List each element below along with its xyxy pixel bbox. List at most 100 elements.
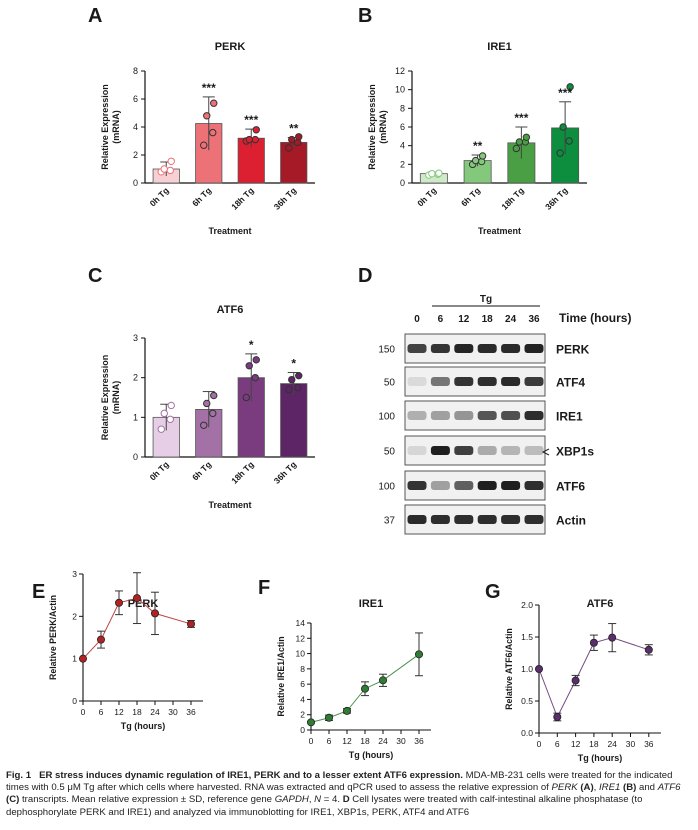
- mw-marker: 100: [378, 482, 395, 493]
- caption-text-4: = 4.: [321, 794, 343, 806]
- y-tick-label: 0.5: [521, 696, 533, 706]
- y-tick-label: 2: [133, 373, 138, 383]
- x-tick-label: 36: [414, 736, 424, 746]
- data-point: [186, 619, 195, 628]
- blot-band: [524, 377, 544, 386]
- blot-band: [430, 446, 450, 455]
- blot-band: [501, 481, 521, 490]
- x-tick-label: 12: [114, 707, 124, 717]
- y-tick-label: 10: [296, 649, 306, 659]
- blot-row-label: ATF6: [556, 480, 585, 494]
- x-tick-label: 18h Tg: [229, 459, 255, 485]
- significance-label: ***: [558, 86, 572, 100]
- significance-label: *: [291, 357, 296, 371]
- treatment-label: Tg: [480, 294, 492, 305]
- x-tick-label: 12: [342, 736, 352, 746]
- blot-band: [501, 377, 521, 386]
- data-point: [252, 356, 260, 364]
- x-tick-label: 36h Tg: [272, 185, 298, 211]
- y-axis-label-line: Relative Expression: [100, 84, 110, 170]
- data-point: [79, 654, 88, 663]
- data-point: [166, 166, 174, 175]
- y-tick-label: 0: [133, 452, 138, 462]
- data-point: [209, 409, 217, 418]
- time-label: Time (hours): [559, 311, 631, 325]
- x-tick-label: 18: [132, 707, 142, 717]
- panel-letter: C: [88, 265, 102, 287]
- y-tick-label: 8: [300, 664, 305, 674]
- y-tick-label: 1: [72, 654, 77, 664]
- x-tick-label: 36h Tg: [272, 459, 298, 485]
- data-point: [295, 133, 303, 141]
- mw-marker: 100: [378, 412, 395, 423]
- blot-band: [407, 344, 427, 353]
- blot-band: [430, 481, 450, 490]
- blot-band: [477, 377, 497, 386]
- panel-letter: A: [88, 5, 102, 27]
- data-point: [203, 399, 211, 408]
- blot-band: [430, 377, 450, 386]
- x-tick-label: 6: [327, 736, 332, 746]
- blot-band: [407, 446, 427, 455]
- bar: [280, 383, 308, 458]
- data-point: [167, 401, 175, 410]
- data-point: [251, 373, 259, 382]
- data-point: [157, 425, 165, 433]
- caption-title: ER stress induces dynamic regulation of …: [39, 770, 463, 781]
- blot-band: [477, 446, 497, 455]
- blot-strip: [404, 504, 546, 535]
- data-point: [295, 371, 303, 380]
- caption-n: N: [314, 794, 322, 806]
- blot-band: [454, 344, 474, 353]
- x-axis-label: Treatment: [208, 226, 251, 236]
- blot-band: [524, 411, 544, 420]
- x-tick-label: 6: [555, 739, 560, 749]
- blot-band: [454, 515, 474, 524]
- caption-and: and: [636, 782, 658, 794]
- data-point: [571, 676, 580, 685]
- data-point: [644, 645, 653, 654]
- data-point: [324, 713, 333, 722]
- data-point: [203, 112, 211, 120]
- x-tick-label: 36: [644, 739, 654, 749]
- x-tick-label: 30: [396, 736, 406, 746]
- blot-band: [454, 481, 474, 490]
- data-point: [285, 144, 293, 152]
- significance-label: ***: [514, 111, 528, 125]
- blot-band: [407, 411, 427, 420]
- blot-strip: [404, 366, 546, 397]
- caption-text-1: MDA-MB-231 cells were treated for the in…: [6, 770, 673, 794]
- y-axis-label: Relative Expression(mRNA): [100, 355, 121, 441]
- band-arrow-icon: [541, 448, 550, 456]
- significance-label: **: [289, 122, 299, 136]
- y-tick-label: 4: [300, 694, 305, 704]
- blot-row-label: ATF4: [556, 376, 585, 390]
- chart-title: PERK: [215, 41, 246, 53]
- data-point: [556, 149, 564, 157]
- chart-title: IRE1: [359, 598, 383, 610]
- data-point: [288, 375, 296, 384]
- data-point: [97, 635, 106, 644]
- blot-strip: [404, 333, 546, 364]
- x-tick-label: 0h Tg: [148, 459, 171, 482]
- y-axis-label: Relative IRE1/Actin: [276, 636, 286, 716]
- y-axis-label: Relative Expression(mRNA): [100, 84, 121, 170]
- x-tick-label: 0h Tg: [415, 185, 438, 208]
- blot-row-label: XBP1s: [556, 445, 594, 459]
- x-tick-label: 24: [150, 707, 160, 717]
- blot-band: [524, 515, 544, 524]
- chart-title: IRE1: [487, 41, 511, 53]
- bar: [237, 137, 265, 184]
- significance-label: ***: [202, 81, 216, 95]
- y-tick-label: 3: [133, 333, 138, 343]
- data-point: [285, 385, 293, 394]
- y-tick-label: 2: [400, 159, 405, 169]
- data-point: [435, 169, 443, 177]
- data-point: [200, 141, 208, 149]
- y-tick-label: 14: [296, 618, 306, 628]
- caption-panel-a: (A): [580, 782, 594, 794]
- chart-title: ATF6: [217, 304, 244, 316]
- data-point: [553, 713, 562, 722]
- blot-band: [430, 411, 450, 420]
- data-point: [342, 706, 351, 715]
